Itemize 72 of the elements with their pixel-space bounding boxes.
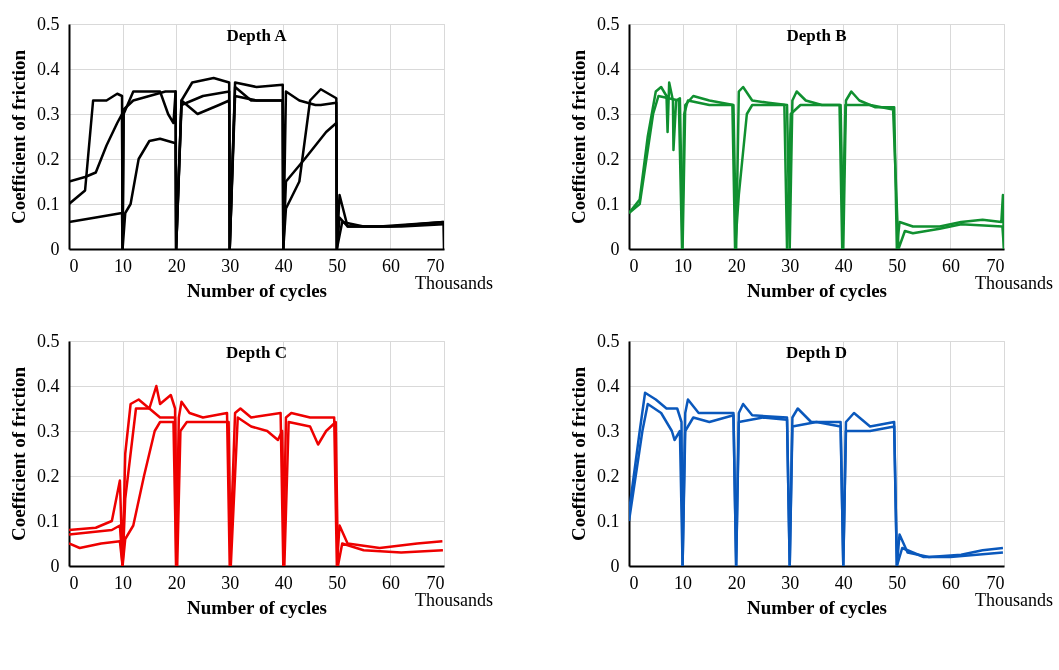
x-tick-label: 10 xyxy=(674,572,693,593)
y-tick-label: 0 xyxy=(610,555,620,576)
x-tick-label: 30 xyxy=(221,255,240,276)
x-tick-label: 70 xyxy=(426,255,445,276)
x-tick-label: 70 xyxy=(986,255,1005,276)
y-axis-title: Coefficient of friction xyxy=(8,366,29,542)
x-tick-label: 50 xyxy=(888,572,907,593)
y-axis-title: Coefficient of friction xyxy=(8,49,29,225)
x-tick-label: 60 xyxy=(381,572,400,593)
y-tick-label: 0.5 xyxy=(597,330,620,351)
x-tick-label: 50 xyxy=(328,572,347,593)
text: Thousands xyxy=(415,590,493,610)
x-tick-label: 50 xyxy=(328,255,347,276)
x-tick-label: 10 xyxy=(114,255,133,276)
y-tick-label: 0.2 xyxy=(37,148,60,169)
y-tick-label: 0.5 xyxy=(597,13,620,34)
x-tick-label: 40 xyxy=(274,572,293,593)
y-tick-label: 0.3 xyxy=(37,103,60,124)
y-tick-label: 0.2 xyxy=(597,148,620,169)
x-tick-label: 0 xyxy=(629,572,639,593)
y-tick-label: 0.3 xyxy=(597,103,620,124)
y-tick-label: 0.4 xyxy=(37,375,60,396)
x-axis-title: Number of cycles xyxy=(746,596,888,618)
x-tick-label: 30 xyxy=(781,572,800,593)
x-tick-label: 30 xyxy=(781,255,800,276)
y-tick-label: 0.1 xyxy=(37,193,60,214)
chart-title: Depth A xyxy=(226,26,288,45)
x-tick-label: 60 xyxy=(381,255,400,276)
y-tick-label: 0 xyxy=(610,238,620,259)
y-tick-label: 0.1 xyxy=(597,193,620,214)
y-tick-label: 0.3 xyxy=(37,420,60,441)
x-tick-label: 0 xyxy=(69,572,79,593)
chart-title: Depth B xyxy=(786,26,847,45)
chart-title: Depth D xyxy=(786,343,847,362)
x-tick-label: 70 xyxy=(986,572,1005,593)
x-tick-label: 20 xyxy=(727,255,746,276)
x-tick-label: 30 xyxy=(221,572,240,593)
x-tick-label: 40 xyxy=(834,255,853,276)
x-tick-label: 20 xyxy=(727,572,746,593)
text: Thousands xyxy=(975,273,1053,293)
y-axis-title: Coefficient of friction xyxy=(568,49,589,225)
y-tick-label: 0.4 xyxy=(37,58,60,79)
y-axis-title: Coefficient of friction xyxy=(568,366,589,542)
x-axis-title: Number of cycles xyxy=(746,279,888,301)
x-tick-label: 50 xyxy=(888,255,907,276)
x-tick-label: 20 xyxy=(167,255,186,276)
y-tick-label: 0.5 xyxy=(37,330,60,351)
x-tick-label: 40 xyxy=(274,255,293,276)
y-tick-label: 0.2 xyxy=(597,465,620,486)
x-tick-label: 10 xyxy=(114,572,133,593)
chart-title: Depth C xyxy=(226,343,287,362)
x-tick-label: 70 xyxy=(426,572,445,593)
y-tick-label: 0 xyxy=(50,238,60,259)
y-tick-label: 0.1 xyxy=(597,510,620,531)
x-tick-label: 0 xyxy=(69,255,79,276)
x-tick-label: 10 xyxy=(674,255,693,276)
x-axis-title: Number of cycles xyxy=(186,596,328,618)
y-tick-label: 0.5 xyxy=(37,13,60,34)
y-tick-label: 0.4 xyxy=(597,375,620,396)
text: Thousands xyxy=(975,590,1053,610)
x-tick-label: 60 xyxy=(941,572,960,593)
text: Thousands xyxy=(415,273,493,293)
y-tick-label: 0 xyxy=(50,555,60,576)
x-tick-label: 0 xyxy=(629,255,639,276)
y-tick-label: 0.1 xyxy=(37,510,60,531)
y-tick-label: 0.4 xyxy=(597,58,620,79)
x-tick-label: 60 xyxy=(941,255,960,276)
x-tick-label: 40 xyxy=(834,572,853,593)
x-axis-title: Number of cycles xyxy=(186,279,328,301)
x-tick-label: 20 xyxy=(167,572,186,593)
y-tick-label: 0.3 xyxy=(597,420,620,441)
y-tick-label: 0.2 xyxy=(37,465,60,486)
